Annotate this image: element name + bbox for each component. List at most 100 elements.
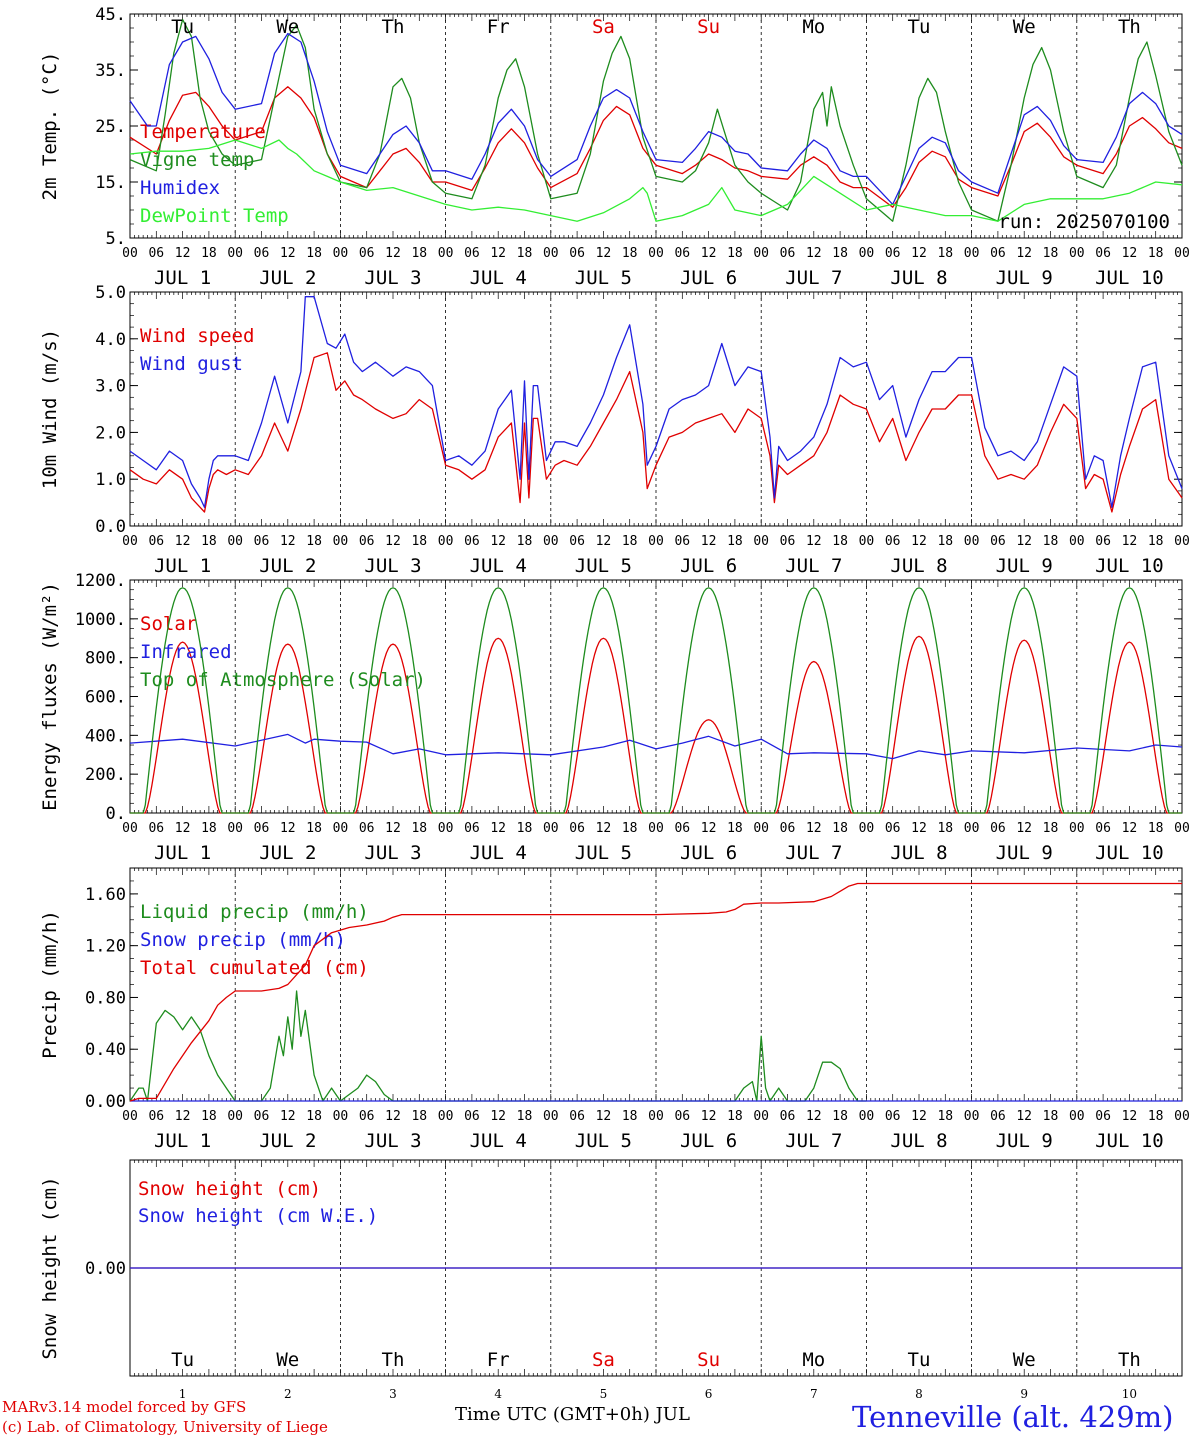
legend-entry: Total cumulated (cm) <box>140 957 369 979</box>
date-label: JUL 6 <box>680 267 737 289</box>
hour-tick-label: 06 <box>359 821 375 836</box>
hour-tick-label: 12 <box>1122 534 1138 549</box>
hour-tick-label: 00 <box>1069 1109 1085 1124</box>
y-axis-label: Precip (mm/h) <box>39 910 61 1059</box>
date-label: JUL 1 <box>154 1130 211 1152</box>
hour-tick-label: 00 <box>648 534 664 549</box>
hour-tick-label: 12 <box>280 1109 296 1124</box>
hour-tick-label: 06 <box>780 1109 796 1124</box>
weekday-label-bottom: Th <box>382 1349 405 1371</box>
y-tick-label: 45. <box>95 5 126 25</box>
hour-tick-label: 00 <box>1069 246 1085 261</box>
hour-tick-label: 00 <box>438 534 454 549</box>
series-line-humidex <box>129 32 1183 206</box>
date-label: JUL 8 <box>890 555 947 577</box>
hour-tick-label: 12 <box>701 1109 717 1124</box>
y-tick-label: 0. <box>106 804 126 824</box>
hour-tick-label: 18 <box>517 246 533 261</box>
hour-tick-label: 00 <box>1174 821 1190 836</box>
hour-tick-label: 00 <box>1174 1109 1190 1124</box>
day-number-label: 6 <box>705 1387 713 1401</box>
hour-tick-label: 18 <box>201 534 217 549</box>
hour-tick-label: 12 <box>280 246 296 261</box>
legend-entry: Wind gust <box>140 353 243 375</box>
date-label: JUL 5 <box>575 1130 632 1152</box>
date-label: JUL 3 <box>364 267 421 289</box>
hour-tick-label: 18 <box>727 1109 743 1124</box>
series-line-total-cumulated-cm- <box>129 882 1182 1102</box>
day-number-label: 5 <box>600 1387 608 1401</box>
hour-tick-label: 18 <box>306 534 322 549</box>
hour-tick-label: 00 <box>859 1109 875 1124</box>
hour-tick-label: 12 <box>806 821 822 836</box>
hour-tick-label: 06 <box>464 534 480 549</box>
hour-tick-label: 12 <box>596 246 612 261</box>
hour-tick-label: 12 <box>701 246 717 261</box>
hour-tick-label: 18 <box>201 246 217 261</box>
date-label: JUL 7 <box>785 267 842 289</box>
hour-tick-label: 12 <box>175 1109 191 1124</box>
legend-entry: DewPoint Temp <box>140 205 289 227</box>
hour-tick-label: 12 <box>175 821 191 836</box>
weekday-label-bottom: Tu <box>908 1349 931 1371</box>
hour-tick-label: 12 <box>596 821 612 836</box>
weekday-label-bottom: Mo <box>802 1349 825 1371</box>
date-label: JUL 10 <box>1095 555 1164 577</box>
hour-tick-label: 12 <box>701 534 717 549</box>
hour-tick-label: 06 <box>359 534 375 549</box>
hour-tick-label: 00 <box>648 246 664 261</box>
y-tick-label: 0.00 <box>85 1092 126 1112</box>
y-tick-label: 600. <box>85 688 126 708</box>
hour-tick-label: 00 <box>122 1109 138 1124</box>
y-tick-label: 200. <box>85 765 126 785</box>
date-label: JUL 10 <box>1095 267 1164 289</box>
weekday-label-bottom: We <box>276 1349 299 1371</box>
hour-tick-label: 00 <box>122 246 138 261</box>
hour-tick-label: 00 <box>438 821 454 836</box>
y-axis-label: 2m Temp. (°C) <box>39 52 61 201</box>
hour-tick-label: 18 <box>937 1109 953 1124</box>
y-axis-label: Energy fluxes (W/m²) <box>39 582 61 811</box>
hour-tick-label: 00 <box>1069 821 1085 836</box>
date-label: JUL 1 <box>154 842 211 864</box>
hour-tick-label: 18 <box>306 821 322 836</box>
date-label: JUL 3 <box>364 1130 421 1152</box>
hour-tick-label: 18 <box>411 246 427 261</box>
hour-tick-label: 06 <box>359 1109 375 1124</box>
hour-tick-label: 18 <box>937 246 953 261</box>
hour-tick-label: 06 <box>674 534 690 549</box>
hour-tick-label: 00 <box>333 534 349 549</box>
hour-tick-label: 06 <box>464 1109 480 1124</box>
hour-tick-label: 06 <box>1095 821 1111 836</box>
y-tick-label: 0.0 <box>95 517 126 537</box>
date-label: JUL 10 <box>1095 1130 1164 1152</box>
day-number-label: 1 <box>179 1387 187 1401</box>
date-label: JUL 2 <box>259 555 316 577</box>
hour-tick-label: 00 <box>333 246 349 261</box>
hour-tick-label: 18 <box>727 534 743 549</box>
legend-entry: Temperature <box>140 121 266 143</box>
hour-tick-label: 06 <box>1095 534 1111 549</box>
y-tick-label: 35. <box>95 61 126 81</box>
y-tick-label: 0.40 <box>85 1040 126 1060</box>
y-tick-label: 15. <box>95 173 126 193</box>
weekday-label-bottom: Fr <box>487 1349 510 1371</box>
date-label: JUL 2 <box>259 267 316 289</box>
hour-tick-label: 12 <box>385 821 401 836</box>
weekday-label-bottom: Th <box>1118 1349 1141 1371</box>
hour-tick-label: 06 <box>674 246 690 261</box>
hour-tick-label: 00 <box>964 1109 980 1124</box>
hour-tick-label: 12 <box>1016 1109 1032 1124</box>
y-tick-label: 5. <box>106 229 126 249</box>
hour-tick-label: 06 <box>990 821 1006 836</box>
hour-tick-label: 00 <box>227 821 243 836</box>
hour-tick-label: 00 <box>543 821 559 836</box>
hour-tick-label: 06 <box>674 1109 690 1124</box>
weekday-label-top: Fr <box>487 16 510 38</box>
y-tick-label: 0.80 <box>85 988 126 1008</box>
day-number-label: 9 <box>1020 1387 1028 1401</box>
hour-tick-label: 00 <box>227 246 243 261</box>
hour-tick-label: 06 <box>885 821 901 836</box>
hour-tick-label: 18 <box>1043 246 1059 261</box>
series-line-wind-gust <box>129 296 1183 508</box>
